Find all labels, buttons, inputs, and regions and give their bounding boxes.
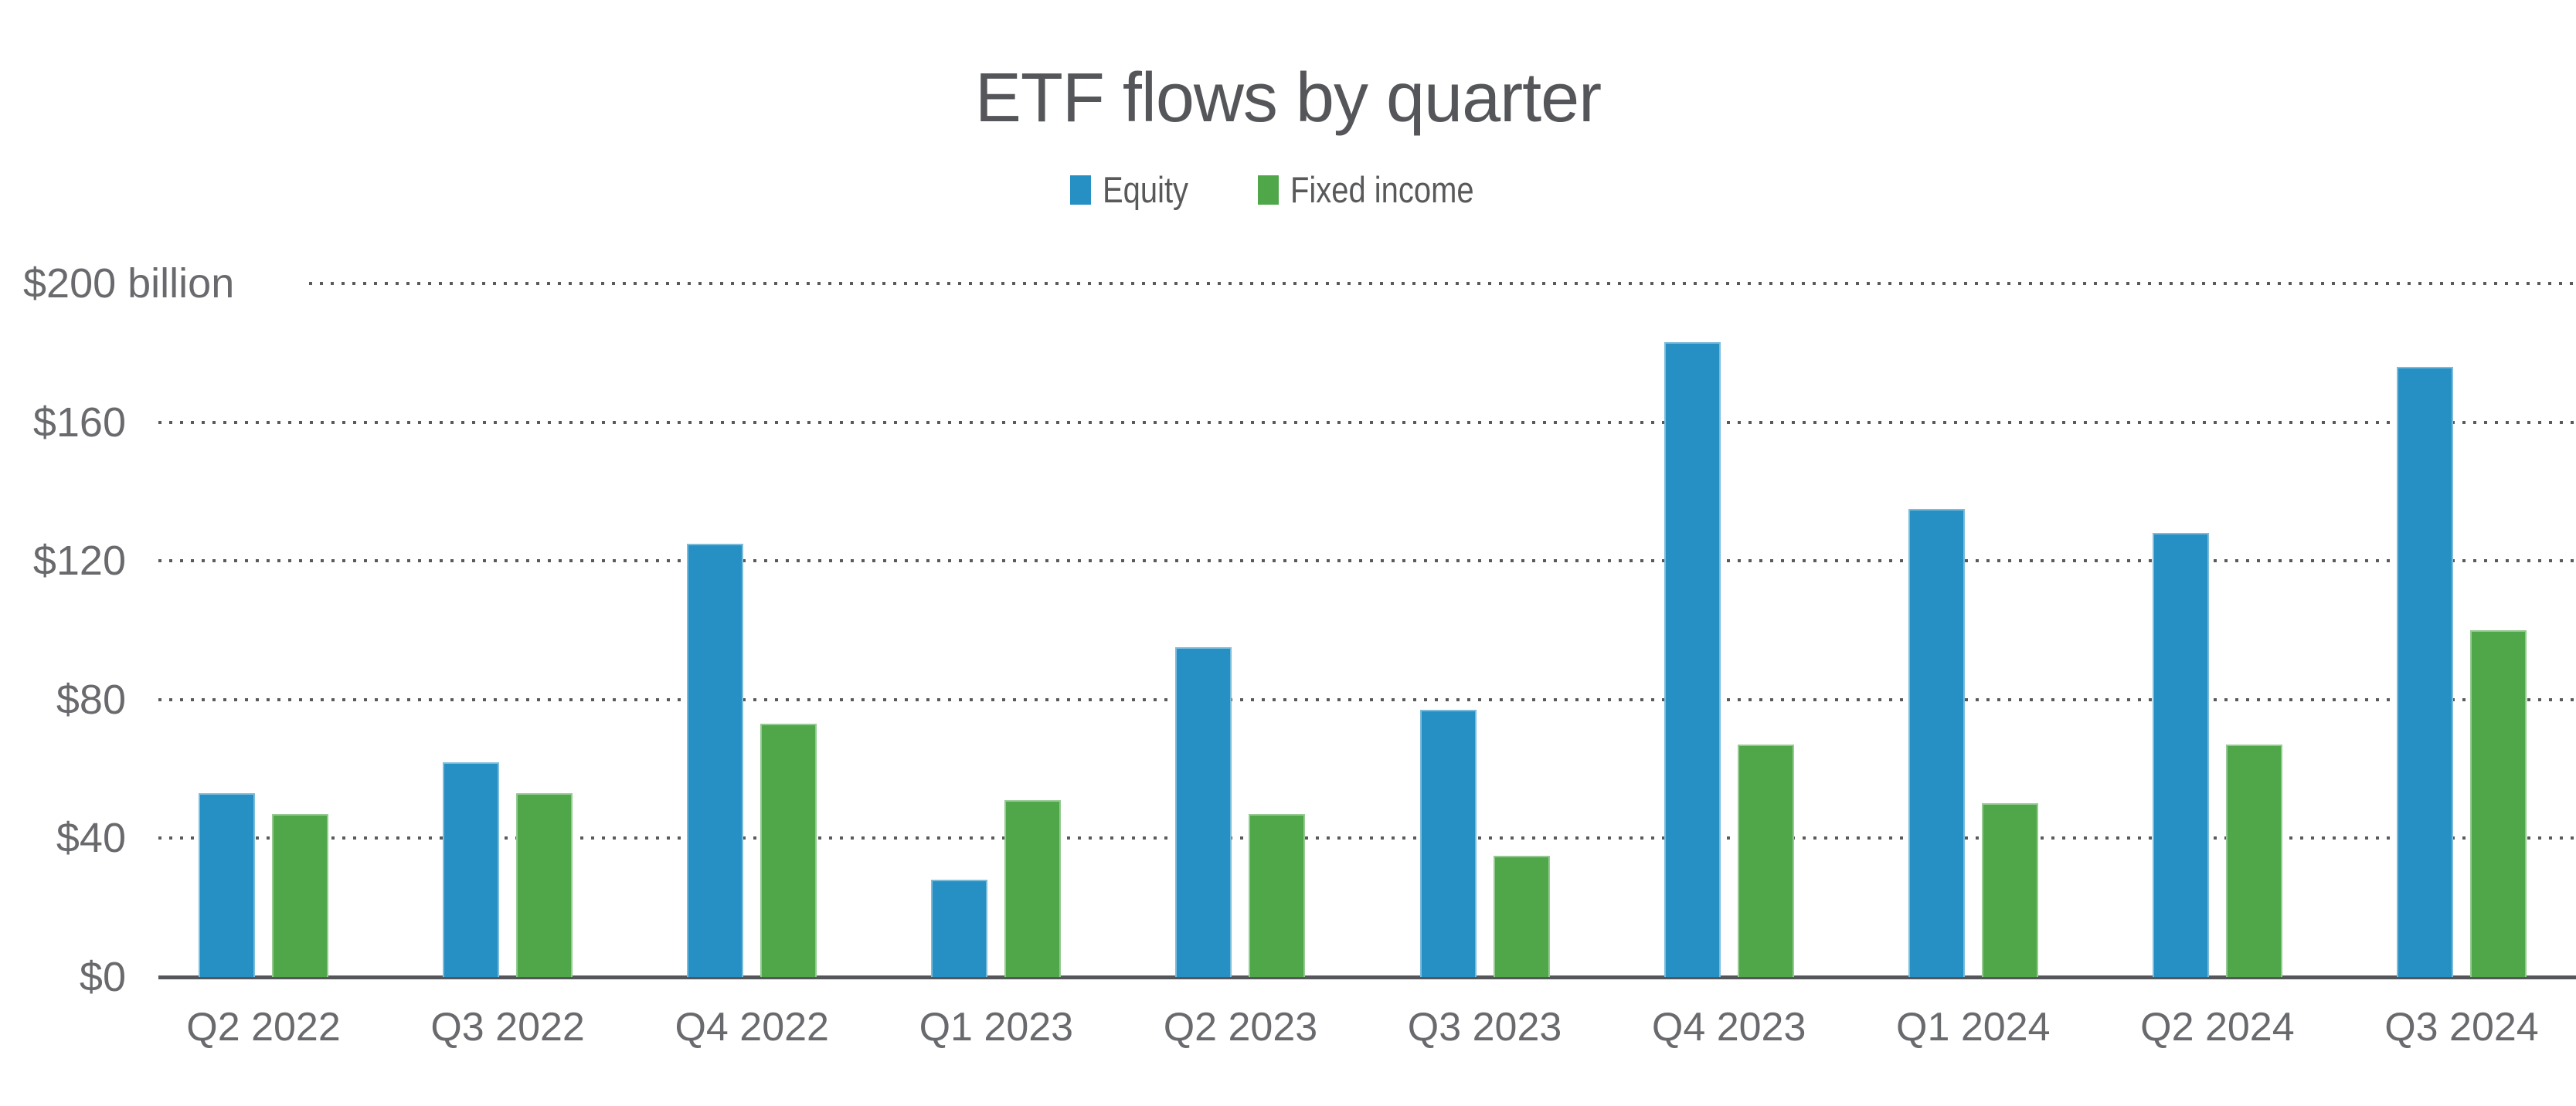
chart-title-text: ETF flows by quarter xyxy=(974,59,1602,137)
bar-group-q1-2023 xyxy=(931,800,1062,977)
legend-swatch-icon xyxy=(1069,175,1091,205)
legend-label: Equity xyxy=(1102,169,1188,210)
bar-fixed-income-q3-2024 xyxy=(2469,630,2527,977)
y-tick-value: $80 xyxy=(56,676,126,723)
bar-group-q3-2023 xyxy=(1419,710,1550,977)
x-label-cell: Q4 2023 xyxy=(1652,1004,1806,1050)
bar-group-q2-2024 xyxy=(2152,533,2282,977)
legend-item-fixed-income: Fixed income xyxy=(1257,168,1507,211)
x-tick-label: Q2 2023 xyxy=(1163,1005,1318,1050)
x-tick-label: Q4 2022 xyxy=(675,1005,829,1050)
y-axis-unit: billion xyxy=(116,260,235,307)
bar-group-q2-2022 xyxy=(199,793,328,977)
y-tick-value: $40 xyxy=(56,815,126,862)
gridline-200 xyxy=(309,282,2576,285)
bar-fixed-income-q2-2024 xyxy=(2225,745,2282,977)
bar-equity-q1-2024 xyxy=(1908,509,1965,977)
x-label-cell: Q2 2024 xyxy=(2140,1004,2295,1050)
bar-group-q3-2024 xyxy=(2396,367,2527,977)
x-label-cell: Q3 2023 xyxy=(1408,1004,1562,1050)
x-tick-label: Q1 2023 xyxy=(919,1005,1074,1050)
y-tick-label: $80 xyxy=(0,675,126,724)
x-label-cell: Q2 2022 xyxy=(186,1004,341,1050)
gridline-40 xyxy=(158,836,2576,840)
y-tick-value: $160 xyxy=(32,399,126,446)
y-tick-value: $0 xyxy=(79,954,126,1000)
x-label-cell: Q1 2024 xyxy=(1896,1004,2051,1050)
gridline-80 xyxy=(158,697,2576,701)
bar-group-q3-2022 xyxy=(443,762,573,977)
x-label-cell: Q1 2023 xyxy=(919,1004,1074,1050)
gridline-120 xyxy=(158,559,2576,563)
x-label-cell: Q4 2022 xyxy=(675,1004,829,1050)
legend-item-equity: Equity xyxy=(1069,168,1204,211)
bar-equity-q2-2022 xyxy=(199,793,255,977)
x-axis-labels: Q2 2022 Q3 2022 Q4 2022 Q1 2023 Q2 2023 Q3 20… xyxy=(158,1004,2576,1050)
x-label-cell: Q3 2022 xyxy=(430,1004,585,1050)
bar-equity-q1-2023 xyxy=(931,880,988,977)
x-tick-label: Q3 2023 xyxy=(1407,1005,1562,1050)
y-tick-label: $160 xyxy=(0,398,126,447)
legend-swatch-icon xyxy=(1257,175,1279,205)
x-label-cell: Q2 2023 xyxy=(1164,1004,1318,1050)
bar-equity-q2-2024 xyxy=(2152,533,2209,977)
bar-equity-q3-2022 xyxy=(443,762,500,977)
bar-equity-q2-2023 xyxy=(1175,647,1232,977)
bar-equity-q4-2022 xyxy=(687,544,744,977)
bar-fixed-income-q1-2023 xyxy=(1004,800,1062,977)
bar-group-q4-2023 xyxy=(1664,342,1794,977)
bar-fixed-income-q3-2022 xyxy=(516,793,573,977)
chart-title: ETF flows by quarter xyxy=(0,60,2576,137)
x-tick-label: Q3 2022 xyxy=(430,1005,585,1050)
gridline-160 xyxy=(158,420,2576,424)
x-axis-line xyxy=(158,975,2576,979)
y-tick-value: $120 xyxy=(32,538,126,585)
x-tick-label: Q2 2022 xyxy=(186,1005,341,1050)
x-tick-label: Q1 2024 xyxy=(1896,1005,2051,1050)
legend: Equity Fixed income xyxy=(0,168,2576,211)
x-tick-label: Q3 2024 xyxy=(2384,1005,2539,1050)
bar-fixed-income-q3-2023 xyxy=(1493,856,1550,977)
y-tick-value: $200 xyxy=(23,260,117,307)
bar-equity-q3-2024 xyxy=(2396,367,2453,977)
x-tick-label: Q4 2023 xyxy=(1651,1005,1806,1050)
bars-row xyxy=(158,283,2576,977)
bar-fixed-income-q4-2023 xyxy=(1737,745,1794,977)
bar-equity-q4-2023 xyxy=(1664,342,1721,977)
x-tick-label: Q2 2024 xyxy=(2140,1005,2295,1050)
x-label-cell: Q3 2024 xyxy=(2384,1004,2539,1050)
bar-fixed-income-q2-2023 xyxy=(1249,814,1306,977)
bar-group-q4-2022 xyxy=(687,544,817,977)
bar-fixed-income-q1-2024 xyxy=(1981,803,2038,977)
bar-fixed-income-q2-2022 xyxy=(272,814,328,977)
bar-equity-q3-2023 xyxy=(1419,710,1477,977)
y-tick-label: $200 billion xyxy=(23,259,234,308)
bar-group-q2-2023 xyxy=(1175,647,1306,977)
bar-group-q1-2024 xyxy=(1908,509,2038,977)
y-tick-label: $120 xyxy=(0,536,126,585)
bar-fixed-income-q4-2022 xyxy=(760,724,817,977)
y-tick-label: $40 xyxy=(0,813,126,863)
legend-label: Fixed income xyxy=(1290,169,1474,210)
y-tick-label: $0 xyxy=(0,952,126,1002)
